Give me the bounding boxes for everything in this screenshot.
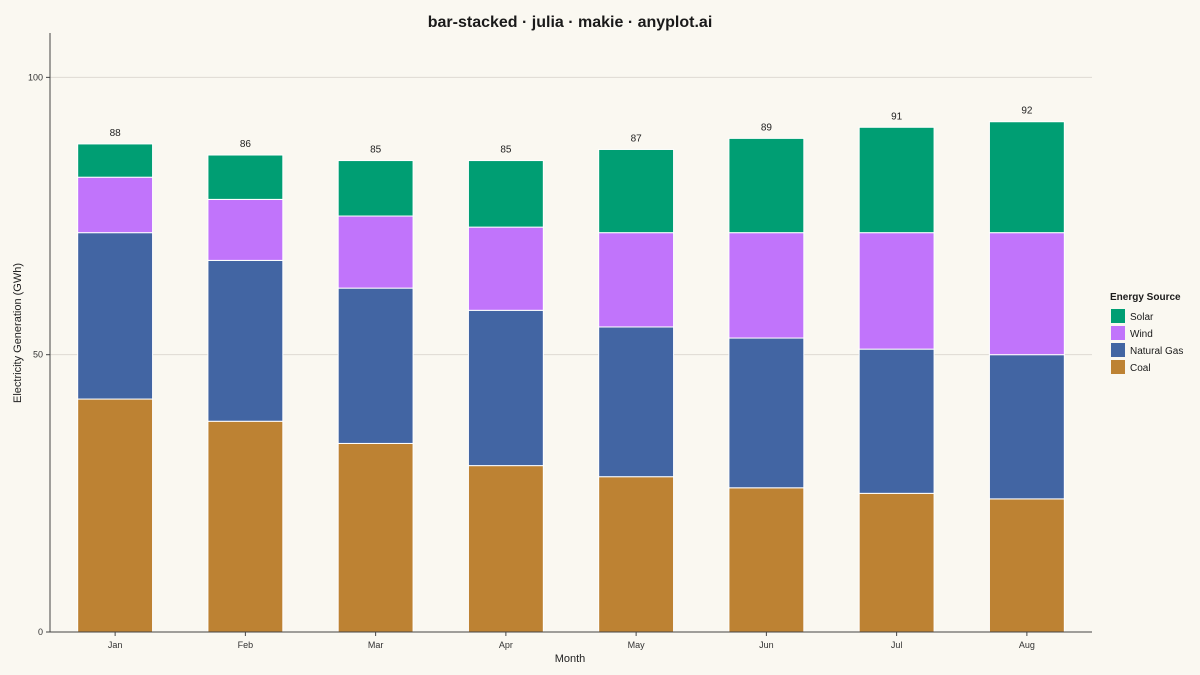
legend-label-wind: Wind — [1130, 329, 1153, 340]
x-tick-label-jan: Jan — [108, 640, 123, 650]
bar-segment-natural-gas-jun — [728, 337, 805, 489]
total-label-apr: 85 — [500, 145, 512, 156]
legend-label-coal: Coal — [1130, 363, 1151, 374]
legend: Energy Source Solar Wind Natural Gas Coal — [1110, 292, 1183, 374]
chart-title: bar-stacked · julia · makie · anyplot.ai — [428, 14, 713, 31]
total-label-jan: 88 — [110, 128, 122, 139]
x-tick-label-mar: Mar — [368, 640, 384, 650]
bar-segment-coal-jan — [77, 398, 154, 633]
bar-segment-natural-gas-aug — [988, 354, 1065, 500]
y-tick-label: 100 — [28, 72, 43, 82]
bar-segment-natural-gas-jan — [77, 232, 154, 400]
x-tick-label-jun: Jun — [759, 640, 774, 650]
bar-segment-solar-may — [598, 148, 675, 234]
total-label-jun: 89 — [761, 122, 773, 133]
total-label-mar: 85 — [370, 145, 382, 156]
y-ticks: 0 50 100 — [28, 72, 50, 637]
y-tick-label: 50 — [33, 350, 43, 360]
bar-segment-solar-apr — [467, 160, 544, 228]
x-ticks: Jan Feb Mar Apr May Jun Jul Aug — [108, 632, 1035, 650]
bar-segment-solar-jan — [77, 143, 154, 178]
legend-title: Energy Source — [1110, 292, 1181, 303]
bar-segment-coal-apr — [467, 465, 544, 633]
bar-segment-coal-may — [598, 476, 675, 633]
bar-segment-coal-mar — [337, 442, 414, 633]
bars-layer — [77, 121, 1065, 633]
bar-segment-wind-jun — [728, 232, 805, 339]
bar-segment-coal-feb — [207, 420, 284, 633]
total-label-aug: 92 — [1021, 106, 1033, 117]
bar-segment-wind-jul — [858, 232, 935, 350]
x-tick-label-apr: Apr — [499, 640, 513, 650]
bar-segment-wind-mar — [337, 215, 414, 289]
bar-segment-natural-gas-feb — [207, 259, 284, 422]
x-axis-title: Month — [555, 653, 586, 665]
legend-swatch-wind — [1111, 326, 1125, 340]
y-tick-label: 0 — [38, 627, 43, 637]
bar-segment-wind-feb — [207, 198, 284, 261]
bar-segment-solar-mar — [337, 160, 414, 217]
gridlines — [50, 76, 1092, 356]
total-label-feb: 86 — [240, 139, 252, 150]
x-tick-label-feb: Feb — [238, 640, 254, 650]
bar-segment-wind-apr — [467, 226, 544, 311]
x-tick-label-may: May — [628, 640, 646, 650]
x-tick-label-aug: Aug — [1019, 640, 1035, 650]
legend-swatch-natural-gas — [1111, 343, 1125, 357]
bar-segment-solar-aug — [988, 121, 1065, 234]
bar-segment-natural-gas-mar — [337, 287, 414, 444]
x-tick-label-jul: Jul — [891, 640, 903, 650]
y-axis-title: Electricity Generation (GWh) — [12, 263, 24, 403]
bar-segment-coal-jun — [728, 487, 805, 633]
legend-swatch-solar — [1111, 309, 1125, 323]
bar-segment-wind-may — [598, 232, 675, 328]
bar-segment-wind-jan — [77, 176, 154, 234]
total-label-jul: 91 — [891, 111, 903, 122]
bar-segment-coal-aug — [988, 498, 1065, 633]
bar-segment-natural-gas-jul — [858, 348, 935, 494]
total-label-may: 87 — [631, 133, 643, 144]
bar-segment-solar-jun — [728, 137, 805, 234]
bar-segment-natural-gas-apr — [467, 309, 544, 467]
bar-segment-wind-aug — [988, 232, 1065, 356]
legend-label-solar: Solar — [1130, 312, 1154, 323]
legend-label-natural-gas: Natural Gas — [1130, 346, 1183, 357]
bar-segment-coal-jul — [858, 492, 935, 633]
bar-segment-solar-jul — [858, 126, 935, 234]
bar-segment-solar-feb — [207, 154, 284, 200]
legend-swatch-coal — [1111, 360, 1125, 374]
total-labels: 88 86 85 85 87 89 91 92 — [110, 106, 1033, 156]
bar-segment-natural-gas-may — [598, 326, 675, 478]
